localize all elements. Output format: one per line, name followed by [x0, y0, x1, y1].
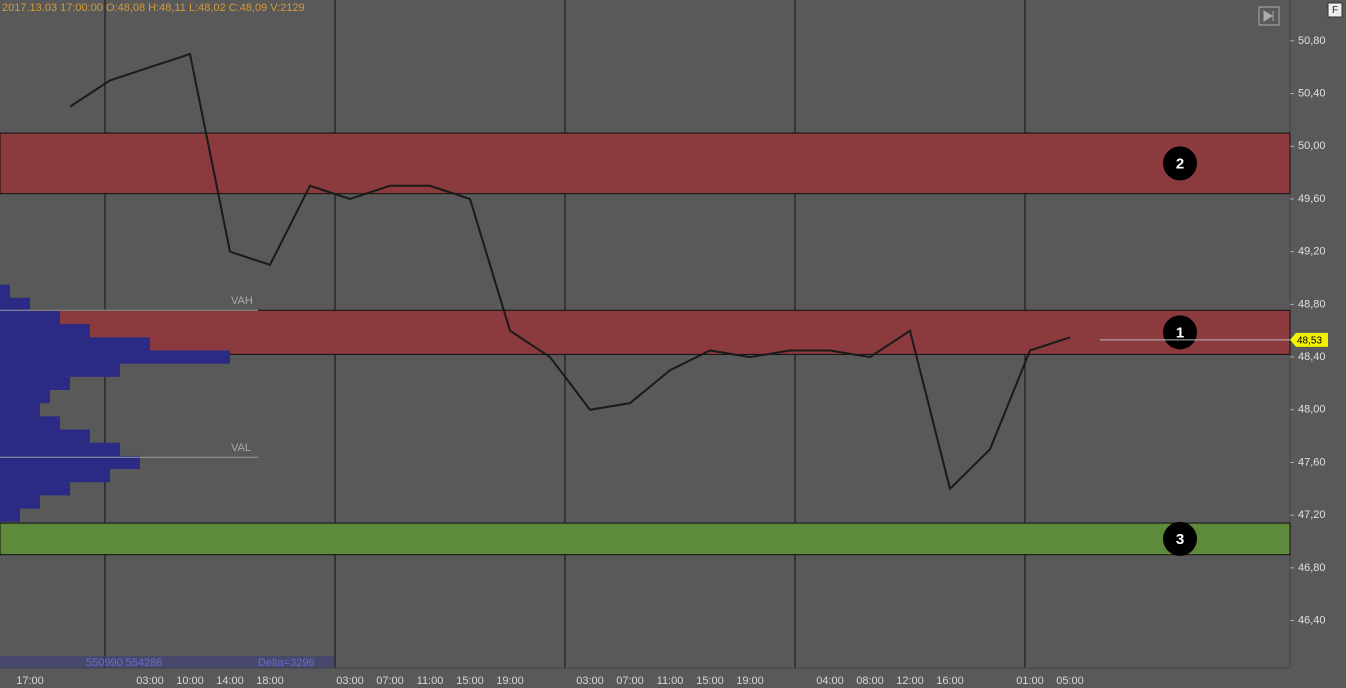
price-line [69, 52, 1071, 491]
profile-bar [0, 469, 110, 483]
y-tick-label: 46,80 [1298, 562, 1326, 574]
profile-bar [0, 416, 60, 430]
y-tick-label: 50,80 [1298, 35, 1326, 47]
zone-badge-label: 3 [1176, 531, 1184, 548]
x-tick-label: 07:00 [376, 675, 404, 687]
profile-bar [0, 403, 40, 417]
y-tick-label: 47,60 [1298, 456, 1326, 468]
zone [0, 522, 1291, 556]
x-tick-label: 14:00 [216, 675, 244, 687]
play-button[interactable] [1258, 6, 1280, 26]
f-button[interactable] [1327, 2, 1343, 18]
delta-text: Delta=3296 [258, 657, 315, 669]
profile-bar [0, 376, 70, 390]
x-tick-label: 18:00 [256, 675, 284, 687]
zone [0, 132, 1291, 195]
profile-bar [0, 495, 40, 509]
x-tick-label: 01:00 [1016, 675, 1044, 687]
x-tick-label: 19:00 [736, 675, 764, 687]
profile-bar [0, 350, 230, 364]
play-icon [1263, 10, 1274, 22]
profile-bar [0, 508, 20, 522]
last-price-label: 48,53 [1297, 336, 1322, 347]
f-button-label: F [1332, 5, 1338, 16]
volume-bar [0, 656, 334, 668]
x-tick-label: 16:00 [936, 675, 964, 687]
y-tick-label: 46,40 [1298, 614, 1326, 626]
header-info: 2017.13.03 17:00:00 O:48,08 H:48,11 L:48… [2, 2, 305, 14]
vah-label: VAH [231, 295, 253, 307]
x-tick-label: 03:00 [136, 675, 164, 687]
y-tick-label: 50,40 [1298, 87, 1326, 99]
y-tick-label: 49,20 [1298, 246, 1326, 258]
x-tick-label: 12:00 [896, 675, 924, 687]
x-tick-label: 03:00 [336, 675, 364, 687]
x-tick-label: 19:00 [496, 675, 524, 687]
zone [0, 309, 1291, 355]
y-tick-label: 50,00 [1298, 140, 1326, 152]
zone-badge-label: 2 [1176, 155, 1184, 172]
y-tick-label: 48,80 [1298, 298, 1326, 310]
last-price-tag [1290, 332, 1328, 347]
profile-bar [0, 324, 90, 338]
profile-bar [0, 310, 60, 325]
x-tick-label: 11:00 [417, 675, 444, 687]
x-tick-label: 15:00 [696, 675, 724, 687]
x-tick-label: 07:00 [616, 675, 644, 687]
x-tick-label: 03:00 [576, 675, 604, 687]
x-tick-label: 15:00 [456, 675, 484, 687]
profile-bar [0, 337, 150, 351]
x-tick-label: 11:00 [657, 675, 684, 687]
profile-bar [0, 297, 30, 311]
zone-badge [1163, 146, 1197, 181]
x-tick-label: 17:00 [16, 675, 44, 687]
volume-text: 550990 554286 [86, 657, 162, 669]
profile-bar [0, 442, 120, 456]
x-tick-label: 04:00 [816, 675, 844, 687]
profile-bar [0, 482, 70, 496]
zone-badge [1163, 521, 1197, 556]
y-tick-label: 48,00 [1298, 404, 1326, 416]
x-tick-label: 10:00 [176, 675, 204, 687]
profile-bar [0, 455, 140, 470]
x-tick-label: 05:00 [1056, 675, 1084, 687]
profile-bar [0, 429, 90, 443]
profile-bar [0, 389, 50, 404]
zone-badge [1163, 315, 1197, 350]
profile-bar [0, 363, 120, 377]
val-label: VAL [231, 442, 251, 454]
profile-bar [0, 284, 10, 298]
x-tick-label: 08:00 [856, 675, 884, 687]
y-tick-label: 49,60 [1298, 193, 1326, 205]
zone-badge-label: 1 [1176, 324, 1184, 341]
y-tick-label: 48,40 [1298, 351, 1326, 363]
y-tick-label: 47,20 [1298, 509, 1326, 521]
